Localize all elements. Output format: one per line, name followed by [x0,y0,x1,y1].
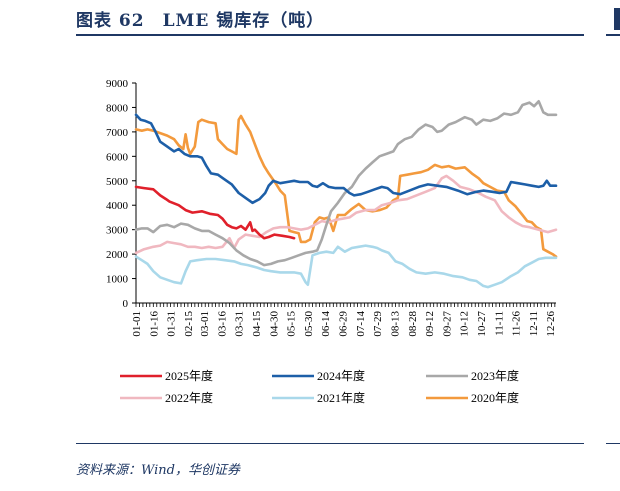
series-line-1 [134,113,558,205]
series-lines [134,100,558,289]
x-tick-label: 12-26 [545,311,557,337]
x-tick-label: 01-31 [166,311,178,337]
adjacent-figure-rule [606,34,620,36]
legend-label: 2020年度 [471,390,519,405]
series-line-2 [134,100,558,267]
x-tick-label: 11-11 [493,311,505,336]
x-tick-label: 10-12 [459,311,471,337]
series-line-0 [134,185,296,240]
x-tick-label: 02-15 [183,311,195,337]
y-tick-label: 2000 [106,249,129,261]
legend-label: 2025年度 [165,368,213,383]
x-tick-label: 01-01 [131,311,143,337]
y-tick-label: 6000 [106,151,129,163]
figure-title: 图表 62 LME 锡库存（吨） [76,11,325,31]
legend-label: 2023年度 [471,368,519,383]
legend-label: 2021年度 [317,390,365,405]
line-chart: 0 1000 2000 3000 4000 5000 6000 7000 8000 9000 01… [106,78,558,405]
x-tick-label: 01-16 [148,311,160,337]
legend: 2025年度 2024年度 2023年度 2022年度 2021年度 2020年度 [120,368,519,405]
x-tick-label: 07-29 [372,311,384,337]
x-tick-label: 09-27 [441,311,453,337]
y-tick-label: 8000 [106,102,129,114]
x-tick-label: 05-15 [286,311,298,337]
title-rule [76,34,584,36]
series-line-4 [134,244,558,289]
x-tick-label: 08-28 [407,311,419,337]
x-tick-label: 09-12 [424,311,436,337]
x-tick-label: 07-14 [355,311,367,337]
x-tick-label: 06-29 [338,311,350,337]
y-tick-label: 1000 [106,274,129,286]
x-tick-label: 06-14 [320,311,332,337]
x-tick-label: 04-30 [268,311,280,337]
source-note: 资料来源：Wind，华创证券 [76,463,240,478]
y-tick-label: 5000 [106,176,129,188]
y-tick-label: 0 [123,298,129,310]
x-tick-label: 03-31 [234,311,246,337]
series-line-3 [134,174,558,255]
legend-label: 2024年度 [317,368,365,383]
x-tick-label: 12-11 [528,311,540,336]
footer-rule [76,443,584,444]
y-tick-label: 7000 [106,127,129,139]
adjacent-figure-footer-rule [606,443,620,444]
legend-label: 2022年度 [165,390,213,405]
x-tick-label: 04-15 [251,311,263,337]
x-tick-label: 05-30 [303,311,315,337]
x-tick-label: 03-01 [199,311,211,337]
x-axis: 01-01 01-16 01-31 02-15 03-01 03-16 03-31 04-15… [131,302,557,337]
y-tick-label: 4000 [106,200,129,212]
x-tick-label: 11-26 [511,311,523,337]
x-tick-label: 03-16 [216,311,228,337]
x-tick-label: 08-13 [389,311,401,337]
adjacent-figure-title-mark [614,8,620,30]
y-tick-label: 3000 [106,225,129,237]
y-axis: 0 1000 2000 3000 4000 5000 6000 7000 8000 9000 [106,78,137,310]
y-tick-label: 9000 [106,78,129,90]
x-tick-label: 10-27 [476,311,488,337]
series-line-5 [134,114,558,258]
